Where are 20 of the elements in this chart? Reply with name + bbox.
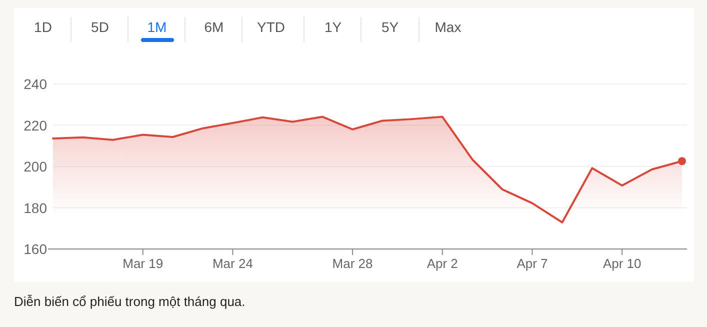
x-tick-label: Mar 19: [122, 256, 164, 271]
text: 5Y: [381, 19, 400, 35]
y-tick-label: 180: [24, 200, 48, 216]
text: YTD: [257, 19, 285, 35]
text: 6M: [204, 19, 224, 35]
y-tick-label: 200: [24, 158, 48, 174]
text: Diễn biến cổ phiếu trong một tháng qua.: [14, 294, 246, 309]
y-tick-label: 160: [24, 241, 48, 257]
x-tick-label: Apr 10: [602, 256, 642, 271]
x-tick-label: Apr 2: [426, 256, 458, 271]
x-tick-label: Mar 24: [212, 256, 253, 271]
text: Max: [434, 19, 462, 35]
y-tick-label: 220: [24, 117, 48, 134]
text: 1D: [34, 19, 52, 35]
text: 1Y: [324, 19, 342, 35]
x-tick-label: Apr 7: [516, 256, 548, 271]
text: 5D: [91, 19, 109, 35]
x-tick-label: Mar 28: [332, 256, 373, 271]
text: 1M: [147, 19, 167, 35]
y-tick-label: 240: [24, 76, 48, 92]
